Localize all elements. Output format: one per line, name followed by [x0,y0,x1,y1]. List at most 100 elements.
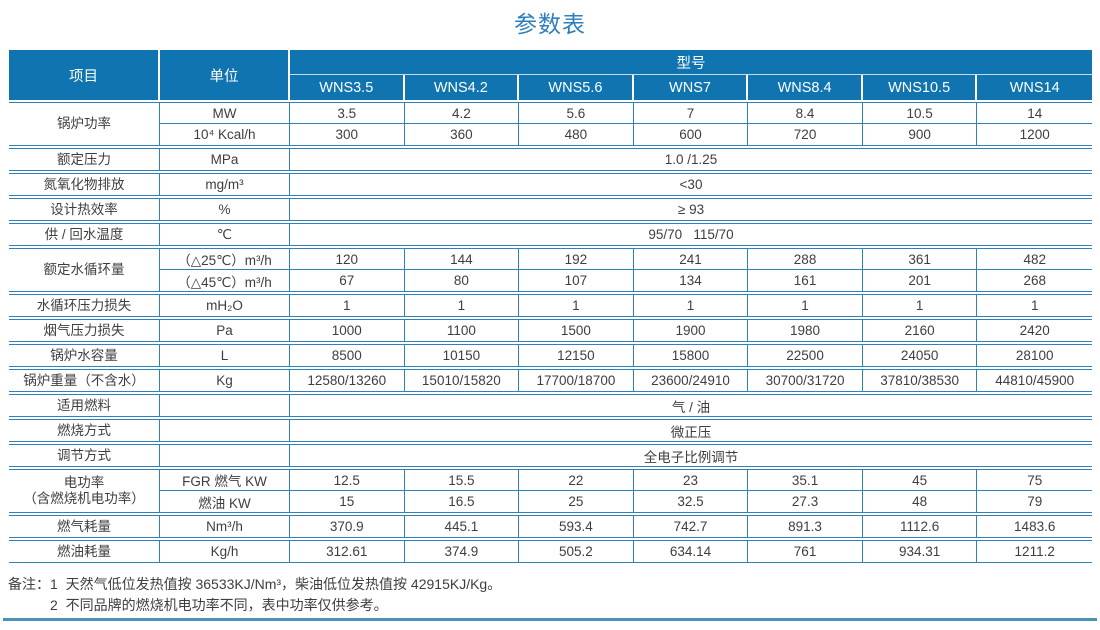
row-value: 8500 [290,345,405,366]
table-row-group: 燃烧方式 微正压 [9,419,1092,442]
row-value: 16.5 [405,491,520,512]
row-value: 15.5 [404,470,520,491]
row-value: 8.4 [748,103,863,124]
table-body: 锅炉功率 MW 3.5 4.2 5.6 7 8.4 10.5 14 10⁴ Kcal/h 300 36… [9,102,1092,563]
row-value: 4.2 [404,103,520,124]
row-value: 44810/45900 [995,373,1075,388]
row-value: 891.3 [748,516,863,537]
row-unit: MPa [160,149,290,170]
row-value: 32.5 [634,491,749,512]
row-value: 192 [519,249,634,270]
row-value: 1100 [405,320,520,341]
row-value: 17700/18700 [519,370,634,391]
row-value: 134 [634,270,749,291]
row-value: 15010/15820 [405,370,520,391]
row-value: 1000 [290,320,405,341]
row-value: 15800 [634,345,749,366]
row-unit: 10⁴ Kcal/h [160,124,290,145]
table-row-group: 烟气压力损失 Pa 1000 1100 1500 1900 1980 2160 2420 [9,319,1092,342]
table-row-group: 锅炉水容量 L 8500 10150 12150 15800 22500 24050 28100 [9,344,1092,367]
row-value: 35.1 [748,470,863,491]
row-value: 120 [290,249,405,270]
notes-prefix: 备注： [8,576,50,592]
table-row-group: 氮氧化物排放 mg/m³ <30 [9,173,1092,196]
table-row-group: 调节方式 全电子比例调节 [9,444,1092,467]
row-unit [160,395,290,416]
row-value: 1900 [634,320,749,341]
row-label: 供 / 回水温度 [9,224,160,245]
row-value: 25 [519,491,634,512]
row-value: 12580/13260 [290,370,405,391]
header-unit-cell: 单位 [160,50,290,100]
header-model-cell: WNS3.5 [290,75,405,100]
row-value: 37810/38530 [863,370,978,391]
row-value: 1200 [1019,127,1050,142]
row-label: 锅炉重量（不含水） [9,370,160,391]
row-value: 241 [633,249,749,270]
row-merged-value: 全电子比例调节 [643,449,739,465]
row-label: 锅炉水容量 [9,345,160,366]
table-row-group: 水循环压力损失 mH₂O 1 1 1 1 1 1 1 [9,294,1092,317]
row-value: 144 [404,249,520,270]
row-value: 161 [748,270,863,291]
row-value: 22500 [748,345,863,366]
note-item: 2 不同品牌的燃烧机电功率不同，表中功率仅供参考。 [50,597,388,613]
row-value: 23600/24910 [634,370,749,391]
row-value: 2420 [1019,323,1050,338]
row-unit: Kg/h [160,541,290,562]
row-value: 1483.6 [1014,519,1056,534]
row-label-line: （含燃烧机电功率） [23,491,145,506]
row-merged-value: 微正压 [670,424,712,440]
row-value: 22 [519,470,634,491]
row-value: 7 [633,103,749,124]
row-unit: （△25℃）m³/h [160,249,290,270]
row-value: 1 [863,295,978,316]
row-value: 1 [405,295,520,316]
table-row-group: 供 / 回水温度 ℃ 95/70 115/70 [9,223,1092,246]
row-value: 48 [863,491,978,512]
row-value: 1 [1030,298,1039,313]
row-value: 268 [1023,273,1046,288]
row-value: 24050 [863,345,978,366]
table-row-group: 锅炉功率 MW 3.5 4.2 5.6 7 8.4 10.5 14 10⁴ Kcal/h 300 36… [9,102,1092,146]
row-value: 12.5 [290,470,405,491]
row-value: 370.9 [290,516,405,537]
row-unit [160,420,290,441]
row-value: 1112.6 [863,516,978,537]
header-model-cell: WNS14 [1009,79,1060,96]
row-unit [160,445,290,466]
row-value: 1 [290,295,405,316]
row-unit: Kg [160,370,290,391]
row-value: 15 [290,491,405,512]
table-header: 项目 单位 型号 WNS3.5 WNS4.2 WNS5.6 WNS7 WNS8.4 WNS… [9,50,1092,100]
row-value: 2160 [863,320,978,341]
row-value: 742.7 [634,516,749,537]
row-unit: mH₂O [160,295,290,316]
table-row-group: 电功率 （含燃烧机电功率） FGR 燃气 KW 12.5 15.5 22 23 35.1 45 7… [9,469,1092,513]
table-row-group: 燃气耗量 Nm³/h 370.9 445.1 593.4 742.7 891.3 1112.6… [9,515,1092,538]
row-value: 28100 [1015,348,1054,363]
table-row-group: 锅炉重量（不含水） Kg 12580/13260 15010/15820 17700/1… [9,369,1092,392]
row-value: 934.31 [863,541,978,562]
row-merged-value: 1.0 /1.25 [664,152,718,167]
row-merged-value: <30 [679,177,703,192]
row-value: 720 [748,124,863,145]
row-value: 75 [977,470,1092,491]
row-unit: mg/m³ [160,174,290,195]
table-row-group: 适用燃料 气 / 油 [9,394,1092,417]
row-label: 调节方式 [9,445,160,466]
row-label: 氮氧化物排放 [9,174,160,195]
row-label: 燃烧方式 [9,420,160,441]
row-value: 45 [862,470,978,491]
row-value: 14 [977,103,1092,124]
row-value: 10.5 [862,103,978,124]
row-label: 烟气压力损失 [9,320,160,341]
row-value: 201 [863,270,978,291]
row-unit: Pa [160,320,290,341]
row-value: 1500 [519,320,634,341]
notes: 备注： 1 天然气低位发热值按 36533KJ/Nm³，柴油低位发热值按 429… [8,574,1100,616]
row-label: 锅炉功率 [9,103,160,145]
row-value: 288 [748,249,863,270]
row-label-line: 电功率 [63,475,105,491]
row-value: 107 [519,270,634,291]
